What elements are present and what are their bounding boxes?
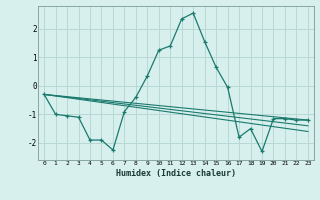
- X-axis label: Humidex (Indice chaleur): Humidex (Indice chaleur): [116, 169, 236, 178]
